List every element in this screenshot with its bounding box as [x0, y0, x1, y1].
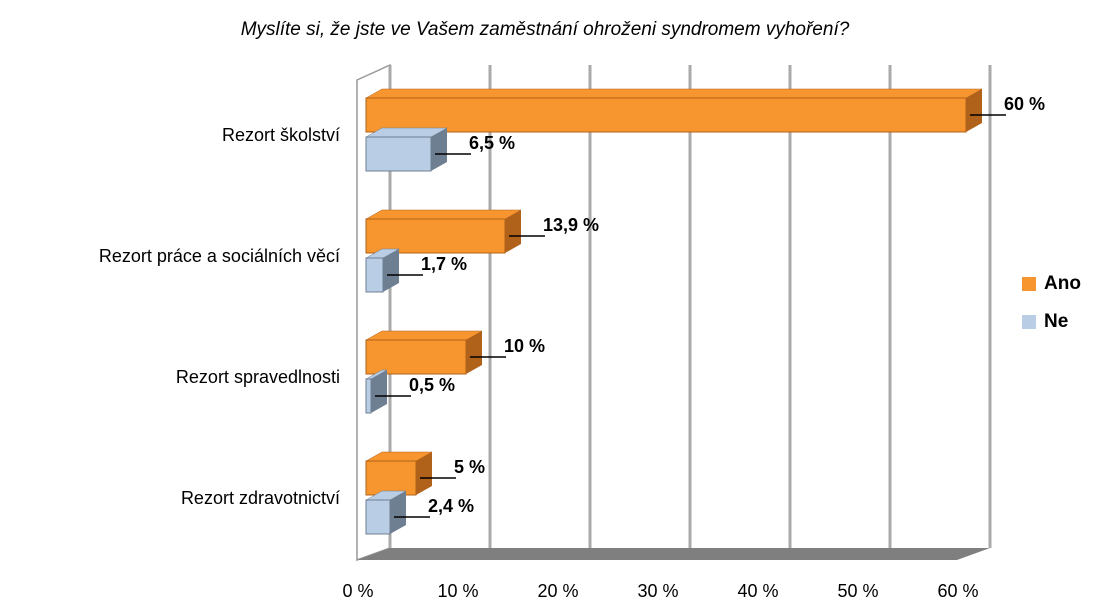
- value-label: 2,4 %: [428, 496, 474, 516]
- x-tick-label: 40 %: [737, 581, 778, 601]
- floor: [357, 548, 990, 560]
- legend-label: Ne: [1044, 311, 1068, 332]
- x-tick-label: 20 %: [537, 581, 578, 601]
- bar-side: [390, 491, 406, 534]
- bar-top: [365, 209, 522, 220]
- bar: [365, 97, 967, 133]
- bar-side: [431, 128, 447, 171]
- legend-label: Ano: [1044, 273, 1081, 294]
- value-label: 5 %: [454, 457, 485, 477]
- value-label: 13,9 %: [543, 215, 599, 235]
- bar: [365, 339, 467, 375]
- x-tick-label: 50 %: [837, 581, 878, 601]
- y-tick-label: Rezort školství: [222, 125, 340, 145]
- x-tick-label: 30 %: [637, 581, 678, 601]
- y-tick-label: Rezort zdravotnictví: [181, 488, 340, 508]
- bar-side: [466, 331, 482, 374]
- value-label: 0,5 %: [409, 375, 455, 395]
- y-tick-label: Rezort spravedlnosti: [176, 367, 340, 387]
- x-tick-label: 0 %: [342, 581, 373, 601]
- bar-top: [365, 330, 483, 341]
- bar: [365, 218, 506, 254]
- bar-side: [383, 249, 399, 292]
- x-tick-label: 10 %: [437, 581, 478, 601]
- bar-side: [966, 89, 982, 132]
- value-label: 1,7 %: [421, 254, 467, 274]
- chart-title: Myslíte si, že jste ve Vašem zaměstnání …: [241, 19, 850, 40]
- bar: [365, 378, 372, 414]
- value-label: 10 %: [504, 336, 545, 356]
- bar-side: [416, 452, 432, 495]
- bar-side: [505, 210, 521, 253]
- value-label: 6,5 %: [469, 133, 515, 153]
- legend-swatch: [1022, 277, 1036, 291]
- value-label: 60 %: [1004, 94, 1045, 114]
- x-tick-label: 60 %: [937, 581, 978, 601]
- bar-side: [371, 370, 387, 413]
- bar: [365, 460, 417, 496]
- bar: [365, 257, 384, 293]
- bar: [365, 499, 391, 535]
- legend-swatch: [1022, 315, 1036, 329]
- bar-top: [365, 88, 983, 99]
- y-tick-label: Rezort práce a sociálních věcí: [99, 246, 340, 266]
- bar: [365, 136, 432, 172]
